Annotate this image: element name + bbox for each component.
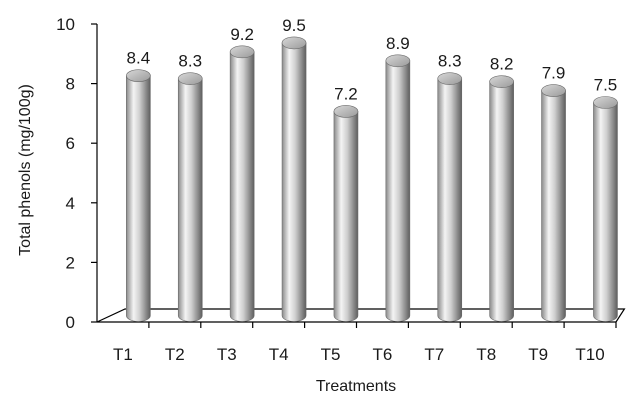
- x-tick-label: T1: [113, 345, 133, 364]
- x-tick-label: T4: [269, 345, 289, 364]
- x-tick-label: T7: [424, 345, 444, 364]
- data-label: 7.5: [594, 76, 618, 95]
- bar-body: [593, 102, 618, 322]
- bar: [541, 84, 566, 322]
- y-tick-label: 8: [66, 75, 75, 94]
- bar-cap: [541, 84, 566, 97]
- data-labels: 8.4 8.3 9.2 9.5 7.2 8.9 8.3 8.2 7.9 7.5: [127, 16, 618, 104]
- bar-cap: [333, 105, 359, 118]
- y-tick-label: 10: [56, 15, 75, 34]
- data-label: 8.4: [127, 49, 151, 68]
- data-label: 9.5: [282, 16, 306, 35]
- x-tick-label: T5: [321, 345, 341, 364]
- x-tick-label: T8: [476, 345, 496, 364]
- bar-body: [177, 78, 203, 322]
- bar: [385, 54, 411, 322]
- x-axis-floor: [96, 308, 626, 323]
- bar: [229, 45, 255, 322]
- bar: [593, 96, 618, 322]
- bar-body: [541, 90, 566, 322]
- y-tick-label: 6: [66, 134, 75, 153]
- bar-body: [281, 42, 307, 322]
- x-axis: T1 T2 T3 T4 T5 T6 T7 T8 T9 T10: [96, 308, 626, 364]
- bar-body: [437, 78, 463, 322]
- bar-cap: [281, 36, 307, 50]
- bar-cap: [385, 54, 411, 68]
- bar-body: [229, 51, 255, 322]
- x-tick-label: T6: [373, 345, 393, 364]
- bar-cap: [177, 72, 203, 85]
- bar-cap: [229, 45, 255, 59]
- data-label: 8.3: [178, 52, 202, 71]
- data-label: 7.2: [334, 84, 358, 103]
- y-tick-label: 0: [66, 313, 75, 332]
- y-axis-title: Total phenols (mg/100g): [17, 84, 34, 256]
- x-tick-label: T9: [528, 345, 548, 364]
- bar-body: [385, 60, 411, 322]
- y-tick-label: 4: [66, 194, 75, 213]
- y-axis: 0 2 4 6 8 10: [56, 15, 98, 332]
- bar: [281, 36, 307, 322]
- bar: [437, 72, 463, 322]
- x-axis-title: Treatments: [316, 378, 396, 395]
- bar-cap: [126, 69, 151, 82]
- y-tick-label: 2: [66, 253, 75, 272]
- x-tick-label: T2: [165, 345, 185, 364]
- bar-cap: [489, 75, 514, 88]
- bar: [333, 105, 359, 322]
- bar: [177, 72, 203, 322]
- data-label: 8.2: [490, 55, 514, 74]
- x-tick-label: T3: [217, 345, 237, 364]
- data-label: 9.2: [230, 25, 254, 44]
- data-label: 7.9: [542, 64, 566, 83]
- data-label: 8.3: [438, 52, 462, 71]
- bars: [126, 36, 618, 322]
- bar-cap: [593, 96, 618, 109]
- bar: [489, 75, 514, 322]
- bar-cap: [437, 72, 463, 85]
- x-tick-label: T10: [575, 345, 604, 364]
- data-label: 8.9: [386, 34, 410, 53]
- bar-body: [489, 81, 514, 322]
- bar-body: [126, 75, 151, 322]
- bar: [126, 69, 151, 322]
- bar-body: [333, 111, 359, 322]
